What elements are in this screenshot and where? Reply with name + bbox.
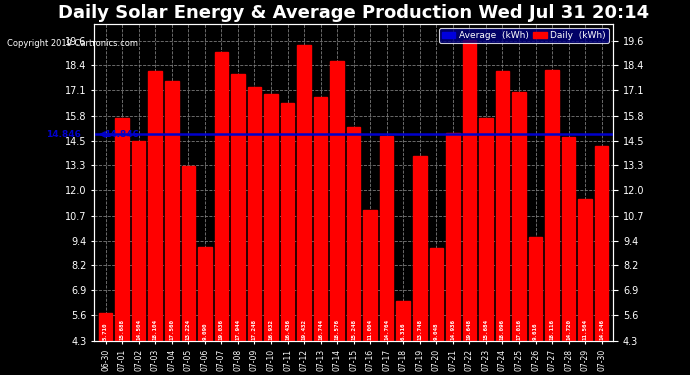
Bar [231, 74, 245, 341]
Text: 18.576: 18.576 [335, 319, 339, 340]
Bar [529, 237, 542, 341]
Bar [148, 70, 162, 341]
Bar [446, 133, 460, 341]
Bar [314, 97, 327, 341]
Text: 14.936: 14.936 [451, 319, 455, 340]
Bar [595, 146, 609, 341]
Bar [331, 62, 344, 341]
Bar [462, 40, 476, 341]
Bar [347, 127, 360, 341]
Text: 14.846: 14.846 [46, 130, 81, 139]
Bar [281, 103, 294, 341]
Text: 15.248: 15.248 [351, 319, 356, 340]
Text: 5.710: 5.710 [103, 322, 108, 340]
Text: 16.932: 16.932 [268, 319, 273, 340]
Bar [430, 248, 443, 341]
Bar [512, 92, 526, 341]
Text: 17.560: 17.560 [169, 319, 175, 340]
Bar [215, 53, 228, 341]
Bar [264, 94, 278, 341]
Text: 15.684: 15.684 [484, 319, 489, 340]
Bar [578, 199, 592, 341]
Text: 14.764: 14.764 [384, 319, 389, 340]
Bar [181, 166, 195, 341]
Bar [397, 302, 410, 341]
Text: 19.432: 19.432 [302, 319, 306, 340]
Text: 19.036: 19.036 [219, 319, 224, 340]
Bar [562, 137, 575, 341]
Bar [99, 314, 112, 341]
Bar [545, 70, 559, 341]
Text: 17.016: 17.016 [517, 319, 522, 340]
Text: 14.504: 14.504 [136, 319, 141, 340]
Text: 15.688: 15.688 [119, 319, 125, 340]
Text: 18.096: 18.096 [500, 319, 505, 340]
Bar [380, 136, 393, 341]
Text: 18.104: 18.104 [152, 319, 158, 340]
Text: 13.748: 13.748 [417, 319, 422, 340]
Text: 17.944: 17.944 [235, 319, 240, 340]
Bar [479, 118, 493, 341]
Legend: Average  (kWh), Daily  (kWh): Average (kWh), Daily (kWh) [439, 28, 609, 43]
Text: 16.436: 16.436 [285, 319, 290, 340]
Text: 9.048: 9.048 [434, 322, 439, 340]
Text: 6.316: 6.316 [401, 322, 406, 340]
Bar [364, 210, 377, 341]
Bar [495, 71, 509, 341]
Bar [132, 141, 146, 341]
Text: 9.616: 9.616 [533, 322, 538, 340]
Title: Daily Solar Energy & Average Production Wed Jul 31 20:14: Daily Solar Energy & Average Production … [58, 4, 649, 22]
Text: 17.248: 17.248 [252, 319, 257, 340]
Text: 19.648: 19.648 [467, 319, 472, 340]
Text: Copyright 2019 Cartronics.com: Copyright 2019 Cartronics.com [7, 39, 138, 48]
Text: 14.720: 14.720 [566, 319, 571, 340]
Bar [297, 45, 310, 341]
Bar [165, 81, 179, 341]
Text: 14.246: 14.246 [599, 319, 604, 340]
Text: 14.846: 14.846 [104, 130, 139, 139]
Text: 16.744: 16.744 [318, 319, 323, 340]
Text: 13.224: 13.224 [186, 319, 191, 340]
Bar [413, 156, 426, 341]
Bar [248, 87, 262, 341]
Text: 18.116: 18.116 [549, 319, 555, 340]
Text: 11.564: 11.564 [582, 319, 588, 340]
Bar [115, 118, 129, 341]
Text: 9.090: 9.090 [202, 322, 207, 340]
Text: 11.004: 11.004 [368, 319, 373, 340]
Bar [198, 247, 212, 341]
